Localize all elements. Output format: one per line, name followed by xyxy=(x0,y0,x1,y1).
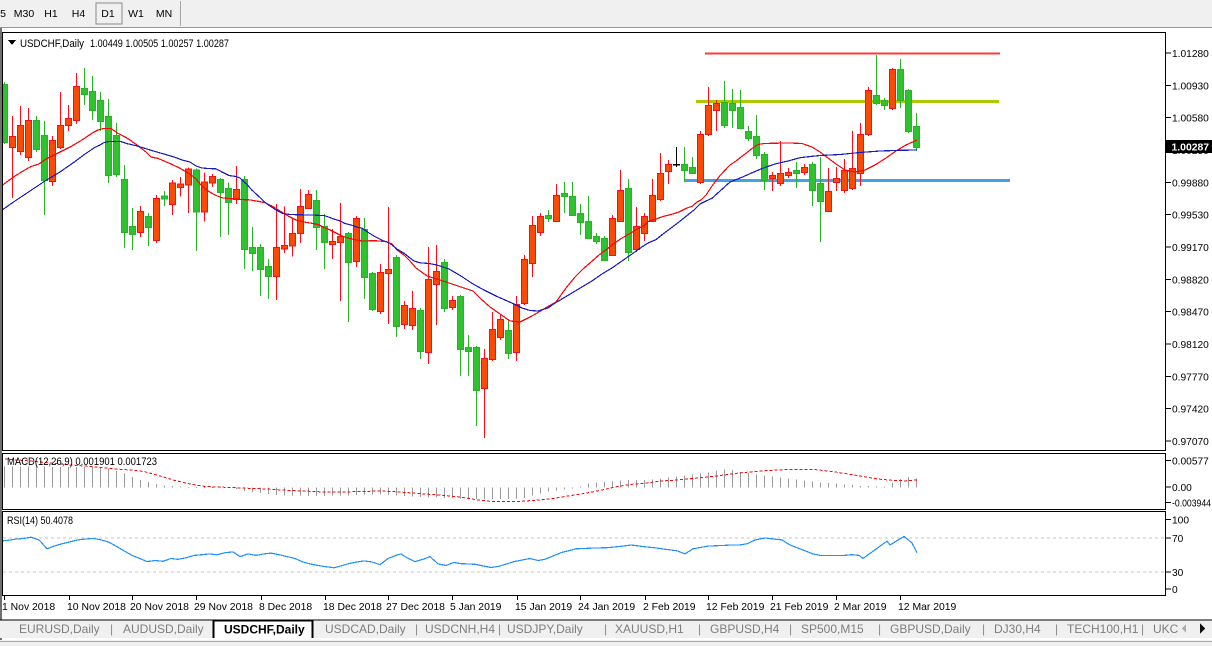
svg-text:0.99880: 0.99880 xyxy=(1172,178,1209,189)
svg-text:|: | xyxy=(604,622,607,636)
svg-text:0: 0 xyxy=(1172,585,1178,596)
svg-text:EURUSD,Daily: EURUSD,Daily xyxy=(19,622,100,636)
svg-text:15 Jan 2019: 15 Jan 2019 xyxy=(515,602,572,613)
svg-text:USDCNH,H4: USDCNH,H4 xyxy=(425,622,495,636)
svg-text:|: | xyxy=(1055,622,1058,636)
svg-text:100: 100 xyxy=(1172,516,1189,527)
svg-text:|: | xyxy=(878,622,881,636)
svg-text:0.00: 0.00 xyxy=(1172,483,1192,494)
svg-text:SP500,M15: SP500,M15 xyxy=(801,622,864,636)
svg-text:AUDUSD,Daily: AUDUSD,Daily xyxy=(123,622,204,636)
svg-text:12 Mar 2019: 12 Mar 2019 xyxy=(898,602,957,613)
svg-text:30: 30 xyxy=(1172,568,1184,579)
svg-text:1 Nov 2018: 1 Nov 2018 xyxy=(2,602,55,613)
svg-text:DJ30,H4: DJ30,H4 xyxy=(994,622,1041,636)
svg-text:|: | xyxy=(698,622,701,636)
svg-text:1.01280: 1.01280 xyxy=(1172,49,1209,60)
svg-text:0.99530: 0.99530 xyxy=(1172,211,1209,222)
svg-text:|: | xyxy=(982,622,985,636)
svg-text:GBPUSD,H4: GBPUSD,H4 xyxy=(710,622,780,636)
svg-text:GBPUSD,Daily: GBPUSD,Daily xyxy=(890,622,971,636)
svg-text:10 Nov 2018: 10 Nov 2018 xyxy=(67,602,126,613)
svg-text:MN: MN xyxy=(156,8,172,20)
svg-text:W1: W1 xyxy=(128,8,144,20)
svg-text:18 Dec 2018: 18 Dec 2018 xyxy=(323,602,382,613)
svg-text:0.99170: 0.99170 xyxy=(1172,243,1209,254)
svg-text:XAUUSD,H1: XAUUSD,H1 xyxy=(615,622,684,636)
svg-text:1.00449 1.00505 1.00257 1.0028: 1.00449 1.00505 1.00257 1.00287 xyxy=(90,38,229,50)
svg-text:0.98470: 0.98470 xyxy=(1172,308,1209,319)
svg-text:1.00580: 1.00580 xyxy=(1172,114,1209,125)
svg-text:29 Nov 2018: 29 Nov 2018 xyxy=(194,602,253,613)
svg-text:8 Dec 2018: 8 Dec 2018 xyxy=(259,602,312,613)
svg-text:USDJPY,Daily: USDJPY,Daily xyxy=(507,622,583,636)
svg-text:USDCHF,Daily: USDCHF,Daily xyxy=(224,623,305,637)
svg-text:0.00577: 0.00577 xyxy=(1172,457,1209,468)
svg-text:5: 5 xyxy=(0,8,6,20)
svg-text:0.98120: 0.98120 xyxy=(1172,340,1209,351)
svg-text:TECH100,H1: TECH100,H1 xyxy=(1067,622,1139,636)
svg-text:0.97070: 0.97070 xyxy=(1172,437,1209,448)
svg-text:20 Nov 2018: 20 Nov 2018 xyxy=(130,602,189,613)
svg-text:USDCAD,Daily: USDCAD,Daily xyxy=(325,622,406,636)
svg-text:24 Jan 2019: 24 Jan 2019 xyxy=(578,602,635,613)
svg-text:|: | xyxy=(1141,622,1144,636)
svg-text:70: 70 xyxy=(1172,534,1184,545)
svg-text:2 Feb 2019: 2 Feb 2019 xyxy=(643,602,696,613)
svg-text:|: | xyxy=(415,622,418,636)
svg-text:21 Feb 2019: 21 Feb 2019 xyxy=(770,602,829,613)
svg-text:M30: M30 xyxy=(14,8,35,20)
svg-text:H1: H1 xyxy=(44,8,58,20)
svg-text:|: | xyxy=(498,622,501,636)
svg-text:0.98820: 0.98820 xyxy=(1172,275,1209,286)
svg-text:1.00287: 1.00287 xyxy=(1172,143,1210,154)
svg-text:0.97770: 0.97770 xyxy=(1172,372,1209,383)
svg-text:27 Dec 2018: 27 Dec 2018 xyxy=(386,602,445,613)
svg-text:H4: H4 xyxy=(72,8,86,20)
svg-text:-0.003944: -0.003944 xyxy=(1172,499,1211,510)
svg-text:1.00930: 1.00930 xyxy=(1172,81,1209,92)
svg-text:12 Feb 2019: 12 Feb 2019 xyxy=(706,602,765,613)
svg-text:2 Mar 2019: 2 Mar 2019 xyxy=(834,602,887,613)
svg-text:|: | xyxy=(110,622,113,636)
svg-text:RSI(14) 50.4078: RSI(14) 50.4078 xyxy=(7,515,73,527)
svg-text:0.97420: 0.97420 xyxy=(1172,405,1209,416)
svg-text:MACD(12,26,9) 0.001901 0.00172: MACD(12,26,9) 0.001901 0.001723 xyxy=(7,456,157,468)
svg-text:|: | xyxy=(789,622,792,636)
svg-text:D1: D1 xyxy=(101,8,115,20)
svg-text:USDCHF,Daily: USDCHF,Daily xyxy=(20,38,85,50)
svg-text:UKC: UKC xyxy=(1153,622,1179,636)
svg-text:5 Jan 2019: 5 Jan 2019 xyxy=(450,602,502,613)
